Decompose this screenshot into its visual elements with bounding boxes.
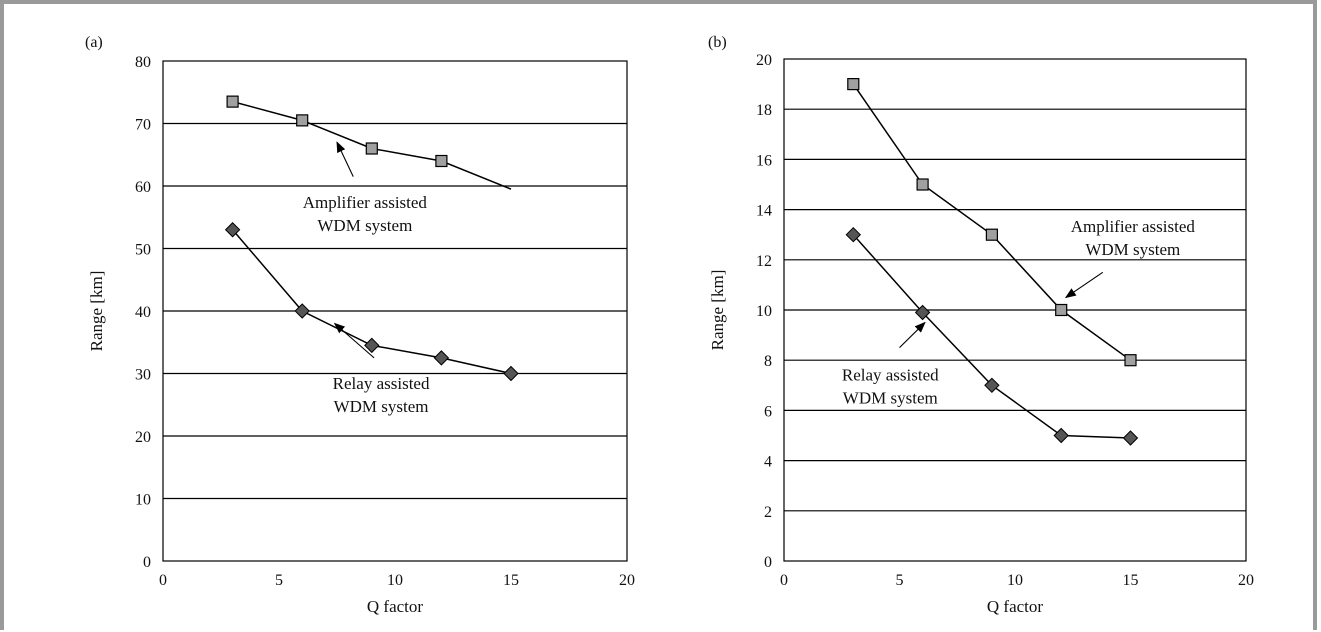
square-marker — [1055, 303, 1068, 317]
square-marker — [1124, 354, 1137, 367]
diamond-marker — [224, 222, 241, 238]
annotation-label: WDM system — [843, 388, 938, 407]
y-tick-label: 80 — [135, 54, 151, 71]
y-tick-label: 10 — [135, 492, 151, 509]
y-tick-label: 0 — [143, 554, 151, 571]
x-tick-label: 15 — [503, 572, 519, 589]
x-tick-label: 0 — [159, 572, 167, 589]
plot-area — [162, 60, 628, 562]
y-tick-label: 2 — [764, 504, 772, 521]
x-axis-title: Q factor — [367, 597, 424, 616]
x-axis-title: Q factor — [987, 597, 1044, 616]
y-tick-label: 0 — [764, 554, 772, 571]
diamond-marker — [1122, 430, 1139, 446]
y-tick-label: 60 — [135, 179, 151, 196]
diamond-marker — [1053, 427, 1069, 444]
y-tick-label: 70 — [135, 117, 151, 134]
annotation-label: Amplifier assisted — [1071, 217, 1196, 236]
panel-label: (a) — [85, 34, 103, 51]
x-tick-label: 15 — [1123, 572, 1139, 589]
square-marker — [985, 228, 999, 241]
diamond-marker — [984, 377, 1000, 394]
chart-panel-b: (b) 0 2 4 6 8 10 12 14 16 18 20 0 5 10 15 20 Q factor Rang… — [708, 34, 1254, 616]
diamond-marker — [364, 337, 380, 354]
y-axis-title: Range [km] — [87, 271, 106, 352]
square-marker — [226, 95, 239, 108]
y-tick-label: 40 — [135, 304, 151, 321]
x-tick-label: 5 — [896, 572, 904, 589]
y-tick-label: 14 — [756, 203, 772, 220]
y-tick-label: 20 — [135, 429, 151, 446]
y-tick-label: 18 — [756, 102, 772, 119]
diamond-marker — [503, 365, 519, 382]
annotation-label: WDM system — [334, 397, 429, 416]
annotation-label: WDM system — [1085, 240, 1180, 259]
y-tick-label: 50 — [135, 242, 151, 259]
diamond-marker — [433, 350, 450, 366]
square-marker — [847, 77, 860, 91]
y-tick-label: 10 — [756, 303, 772, 320]
x-tick-label: 10 — [1007, 572, 1023, 589]
y-tick-label: 6 — [764, 403, 772, 420]
square-marker — [365, 142, 378, 155]
y-axis-title: Range [km] — [708, 270, 727, 351]
square-marker — [435, 154, 448, 168]
x-tick-label: 0 — [780, 572, 788, 589]
annotation-label: Amplifier assisted — [303, 193, 428, 212]
diamond-marker — [845, 226, 862, 243]
plot-area — [783, 58, 1247, 562]
x-tick-label: 10 — [387, 572, 403, 589]
series-line — [852, 234, 1131, 439]
annotation-label: Relay assisted — [333, 374, 430, 393]
annotation-label: WDM system — [317, 216, 412, 235]
chart-panel-a: (a) 0 10 20 30 40 50 60 70 80 0 5 10 15 20 Q factor Rang… — [85, 34, 635, 616]
y-tick-label: 8 — [764, 353, 772, 370]
x-tick-label: 20 — [1238, 572, 1254, 589]
panel-label: (b) — [708, 34, 727, 51]
annotation-arrow — [1064, 271, 1104, 299]
y-tick-label: 4 — [764, 454, 772, 471]
annotation-arrow — [333, 322, 375, 359]
diamond-marker — [914, 304, 931, 321]
x-tick-label: 20 — [619, 572, 635, 589]
annotation-arrow — [899, 321, 926, 349]
y-tick-label: 20 — [756, 52, 772, 69]
square-marker — [296, 114, 309, 127]
square-marker — [916, 178, 929, 191]
annotation-label: Relay assisted — [842, 365, 939, 384]
x-tick-label: 5 — [275, 572, 283, 589]
y-tick-label: 16 — [756, 152, 772, 169]
y-tick-label: 12 — [756, 253, 772, 270]
diamond-marker — [294, 303, 310, 319]
annotation-arrow — [336, 141, 354, 177]
y-tick-label: 30 — [135, 367, 151, 384]
